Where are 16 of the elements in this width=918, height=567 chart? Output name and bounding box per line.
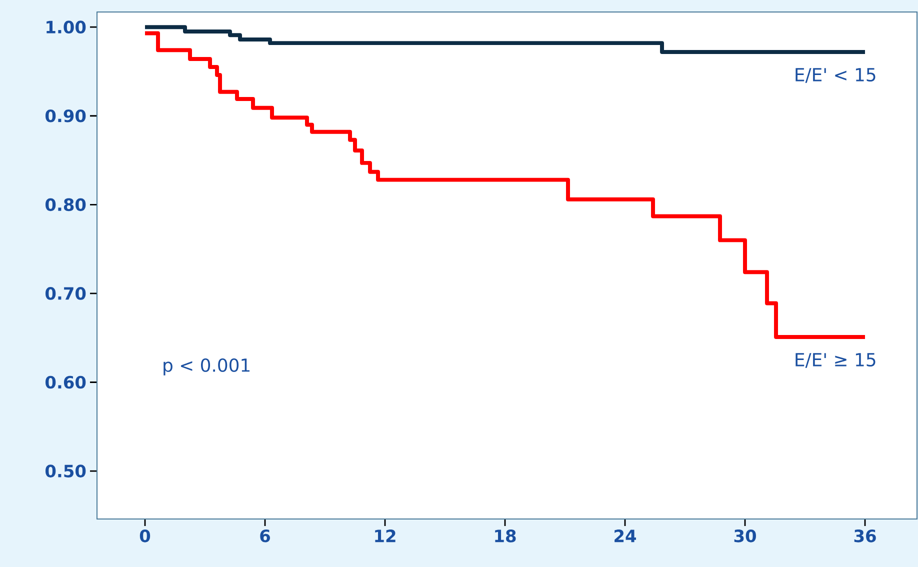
annotation: p < 0.001 [164,358,250,376]
x-tick-label: 18 [495,530,516,542]
y-tick-label: 0.90 [46,109,86,122]
x-tick-label: 6 [260,530,270,542]
y-tick-label: 0.60 [46,376,86,389]
y-tick-label: 0.70 [46,287,86,300]
y-tick-label: 1.00 [46,20,86,34]
y-tick-label: 0.50 [46,464,86,478]
x-tick-label: 12 [375,530,396,542]
x-tick-label: 30 [734,530,756,542]
x-tick-label: 0 [140,530,150,542]
series-label: E/E' ≥ 15 [796,353,876,368]
y-tick-label: 0.80 [46,198,86,212]
x-tick-label: 36 [854,530,876,542]
x-tick-label: 24 [614,530,636,542]
series-label: E/E' < 15 [796,68,876,83]
